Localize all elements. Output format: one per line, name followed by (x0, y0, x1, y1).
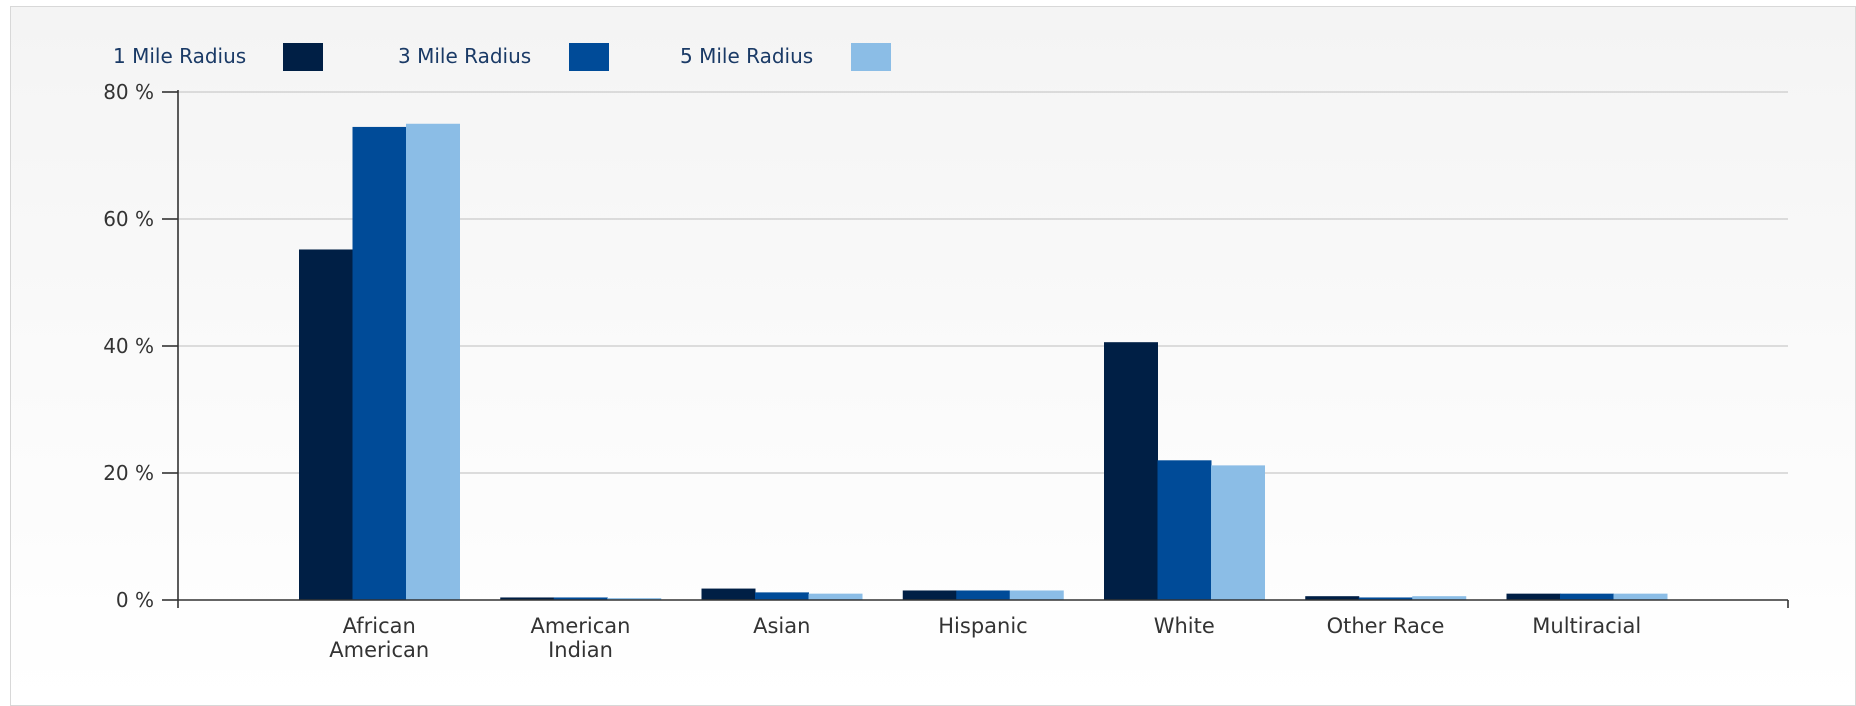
bar (808, 593, 863, 600)
bar (956, 590, 1011, 600)
bar (299, 249, 353, 601)
axes (162, 90, 1789, 608)
bar (1613, 593, 1668, 600)
legend: 1 Mile Radius 3 Mile Radius 5 Mile Radius (113, 43, 891, 71)
bar (1009, 590, 1064, 600)
bar (1104, 342, 1158, 600)
y-tick-label: 80 % (103, 80, 154, 104)
bar (902, 590, 957, 600)
bar (1305, 596, 1360, 600)
bar (406, 123, 460, 600)
bar (1211, 465, 1265, 600)
bar (701, 588, 756, 600)
bar (607, 598, 662, 600)
x-category-label: American (531, 614, 631, 638)
legend-swatch (283, 43, 323, 71)
bar (1358, 597, 1413, 600)
bars (299, 123, 1668, 601)
bar (1157, 460, 1212, 600)
y-tick-label: 60 % (103, 207, 154, 231)
legend-label: 3 Mile Radius (398, 44, 531, 68)
y-tick-label: 20 % (103, 461, 154, 485)
bar (352, 126, 407, 601)
legend-label: 5 Mile Radius (680, 44, 813, 68)
x-category-label: Indian (548, 638, 613, 662)
legend-swatch (851, 43, 891, 71)
bar (500, 597, 555, 600)
legend-swatch (569, 43, 609, 71)
bar (553, 597, 608, 600)
x-category-label: American (329, 638, 429, 662)
x-category-label: African (343, 614, 416, 638)
x-category-label: Multiracial (1532, 614, 1641, 638)
x-category-label: Other Race (1327, 614, 1445, 638)
bar (1560, 593, 1614, 600)
y-tick-label: 0 % (116, 588, 154, 612)
bar (1412, 596, 1467, 600)
y-tick-labels: 0 % 20 % 40 % 60 % 80 % (103, 80, 154, 612)
x-category-label: White (1154, 614, 1215, 638)
x-category-label: Asian (753, 614, 810, 638)
bar (1506, 593, 1561, 600)
bar (755, 592, 809, 600)
y-tick-label: 40 % (103, 334, 154, 358)
x-category-label: Hispanic (938, 614, 1027, 638)
legend-label: 1 Mile Radius (113, 44, 246, 68)
